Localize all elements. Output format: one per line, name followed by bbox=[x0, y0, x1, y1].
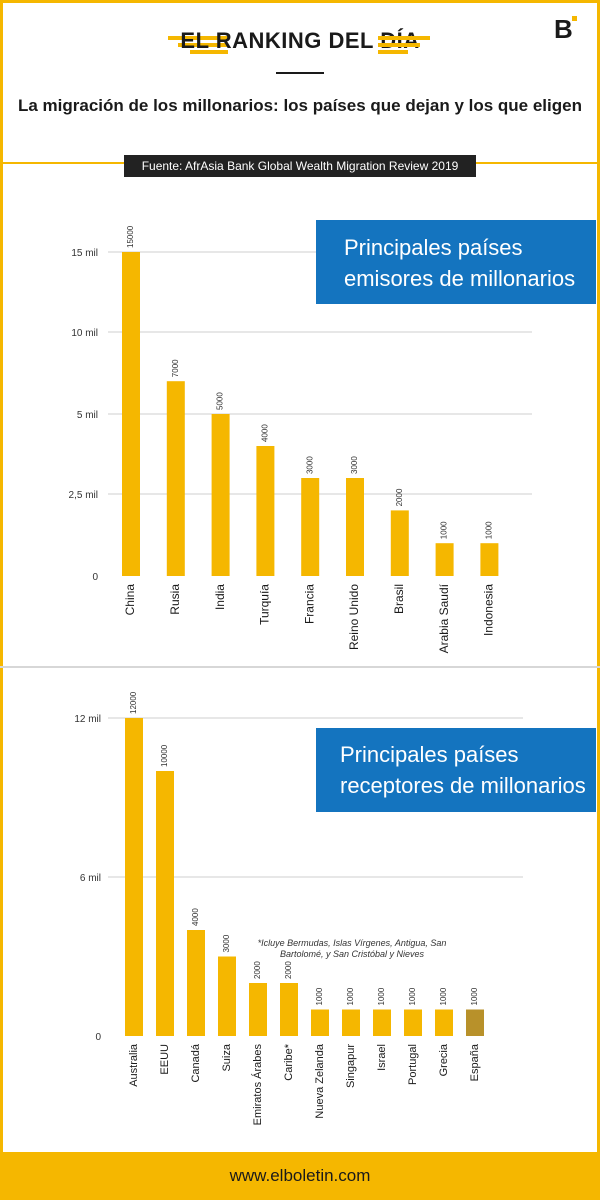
category-label: Singapur bbox=[345, 1044, 357, 1088]
category-label: Rusia bbox=[168, 584, 182, 615]
left-border bbox=[0, 0, 3, 1152]
category-label: Israel bbox=[376, 1044, 388, 1071]
bar-Singapur bbox=[342, 1009, 360, 1036]
value-label: 1000 bbox=[346, 987, 355, 1005]
value-label: 3000 bbox=[350, 456, 359, 474]
bar-Portugal bbox=[404, 1009, 422, 1036]
section-divider-middle bbox=[0, 666, 600, 668]
bar-EEUU bbox=[156, 771, 174, 1036]
receivers-chart: 0 6 mil 12 mil 12000 Australia 10000 EEUU 4000 C… bbox=[74, 691, 523, 1126]
category-label: Brasil bbox=[392, 584, 406, 614]
value-label: 1000 bbox=[377, 987, 386, 1005]
value-label: 1000 bbox=[439, 987, 448, 1005]
value-label: 12000 bbox=[129, 691, 138, 714]
right-border bbox=[597, 0, 600, 1152]
svg-text:B: B bbox=[554, 14, 573, 42]
bar-Indonesia bbox=[480, 543, 499, 576]
bar-Emiratos Árabes bbox=[249, 983, 267, 1036]
bar-Rusia bbox=[166, 381, 185, 576]
y-tick-label: 15 mil bbox=[71, 248, 98, 259]
value-label: 5000 bbox=[216, 392, 225, 410]
category-label: Suiza bbox=[221, 1043, 233, 1071]
title-underline bbox=[276, 72, 324, 74]
category-label: Arabia Saudí bbox=[437, 583, 451, 653]
value-label: 2000 bbox=[253, 961, 262, 979]
value-label: 4000 bbox=[261, 424, 270, 442]
bar-Israel bbox=[373, 1009, 391, 1036]
category-label: Emiratos Árabes bbox=[251, 1044, 264, 1126]
value-label: 1000 bbox=[470, 987, 479, 1005]
header-title: EL RANKING DEL DÍA bbox=[180, 28, 420, 53]
category-label: Grecia bbox=[438, 1043, 450, 1076]
bar-Grecia bbox=[435, 1009, 453, 1036]
category-label: EEUU bbox=[159, 1044, 171, 1075]
bar-China bbox=[122, 252, 140, 576]
category-label: Portugal bbox=[407, 1044, 419, 1085]
value-label: 4000 bbox=[191, 908, 200, 926]
value-label: 1000 bbox=[408, 987, 417, 1005]
category-label: Nueva Zelanda bbox=[314, 1043, 326, 1118]
y-tick-label: 12 mil bbox=[74, 714, 101, 725]
bar-Canadá bbox=[187, 930, 205, 1036]
bar-Caribe* bbox=[280, 983, 298, 1036]
category-label: China bbox=[123, 584, 137, 616]
y-tick-label: 5 mil bbox=[77, 410, 98, 421]
bar-Suiza bbox=[218, 956, 236, 1036]
value-label: 3000 bbox=[222, 934, 231, 952]
emitters-callout-line-1: Principales países bbox=[344, 235, 523, 260]
caribe-footnote: *Icluye Bermudas, Islas Vírgenes, Antigu… bbox=[257, 938, 447, 959]
value-label: 7000 bbox=[171, 359, 180, 377]
bar-Turquía bbox=[256, 446, 275, 576]
bar-Reino Unido bbox=[346, 478, 364, 576]
y-tick-label: 2,5 mil bbox=[69, 490, 98, 501]
bar-España bbox=[466, 1009, 484, 1036]
category-label: Turquía bbox=[258, 584, 272, 625]
value-label: 15000 bbox=[126, 225, 135, 248]
footer-bar: www.elboletin.com bbox=[0, 1152, 600, 1200]
page-subtitle: La migración de los millonarios: los paí… bbox=[18, 96, 582, 115]
category-label: Australia bbox=[128, 1043, 140, 1087]
bar-Brasil bbox=[390, 510, 409, 576]
value-label: 2000 bbox=[395, 488, 404, 506]
bar-Australia bbox=[125, 718, 143, 1036]
receivers-callout: Principales países receptores de millona… bbox=[316, 728, 596, 812]
source-label: Fuente: AfrAsia Bank Global Wealth Migra… bbox=[124, 155, 476, 177]
emitters-callout-line-2: emisores de millonarios bbox=[344, 266, 576, 291]
category-label: Francia bbox=[302, 584, 316, 624]
top-border bbox=[0, 0, 600, 3]
y-tick-label: 6 mil bbox=[80, 873, 101, 884]
receivers-callout-line-2: receptores de millonarios bbox=[340, 773, 586, 798]
category-label: India bbox=[213, 584, 227, 610]
y-tick-label: 0 bbox=[95, 1032, 101, 1043]
bar-Francia bbox=[301, 478, 320, 576]
y-tick-label: 0 bbox=[92, 572, 98, 583]
emitters-callout: Principales países emisores de millonari… bbox=[316, 220, 596, 304]
value-label: 3000 bbox=[305, 456, 314, 474]
y-tick-label: 10 mil bbox=[71, 328, 98, 339]
bar-Nueva Zelanda bbox=[311, 1009, 329, 1036]
value-label: 1000 bbox=[485, 521, 494, 539]
value-label: 2000 bbox=[284, 961, 293, 979]
footer-url[interactable]: www.elboletin.com bbox=[229, 1166, 371, 1185]
category-label: España bbox=[469, 1043, 481, 1081]
category-label: Canadá bbox=[190, 1043, 202, 1082]
value-label: 10000 bbox=[160, 744, 169, 767]
brand-logo-icon: B bbox=[554, 14, 577, 42]
bar-Arabia Saudí bbox=[435, 543, 454, 576]
receivers-callout-line-1: Principales países bbox=[340, 742, 519, 767]
category-label: Reino Unido bbox=[347, 584, 361, 650]
value-label: 1000 bbox=[315, 987, 324, 1005]
bar-India bbox=[211, 414, 230, 576]
category-label: Indonesia bbox=[482, 584, 496, 636]
value-label: 1000 bbox=[440, 521, 449, 539]
category-label: Caribe* bbox=[283, 1043, 295, 1080]
